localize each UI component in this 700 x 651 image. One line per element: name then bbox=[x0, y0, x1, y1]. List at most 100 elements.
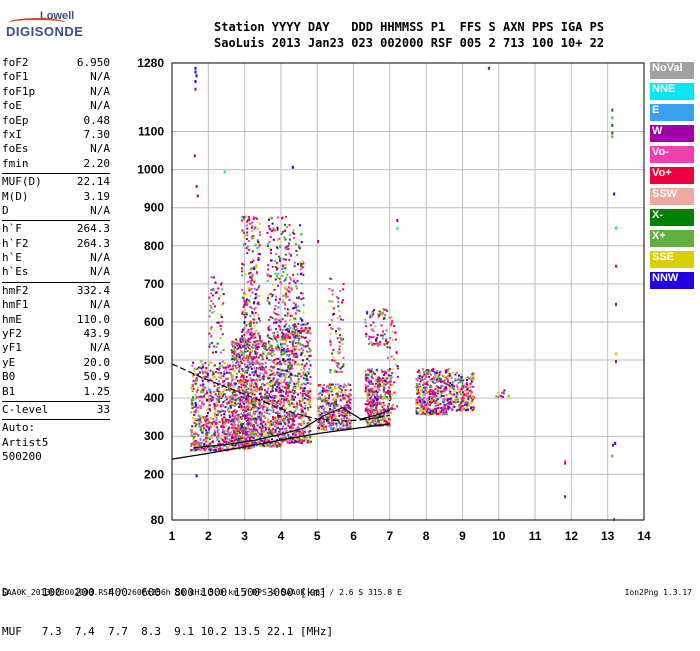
echo-point bbox=[241, 368, 244, 371]
echo-point bbox=[273, 335, 276, 338]
echo-point bbox=[200, 449, 203, 452]
echo-point bbox=[249, 421, 252, 424]
echo-point bbox=[329, 369, 332, 372]
echo-point bbox=[219, 337, 222, 340]
echo-point bbox=[295, 243, 297, 246]
echo-point bbox=[224, 399, 226, 402]
echo-point bbox=[282, 301, 285, 304]
echo-point bbox=[240, 387, 243, 390]
echo-point bbox=[239, 436, 242, 439]
echo-point bbox=[253, 314, 255, 317]
echo-point bbox=[243, 313, 246, 316]
header-line-1: Station YYYY DAY DDD HHMMSS P1 FFS S AXN… bbox=[214, 20, 605, 34]
echo-point bbox=[271, 396, 273, 399]
echo-point bbox=[292, 327, 295, 330]
echo-point bbox=[271, 265, 274, 268]
echo-point bbox=[207, 421, 210, 424]
echo-point bbox=[434, 400, 437, 403]
echo-point bbox=[198, 395, 201, 398]
echo-point bbox=[297, 384, 300, 387]
echo-point bbox=[342, 318, 344, 321]
param-value: 110.0 bbox=[76, 312, 110, 326]
echo-point bbox=[291, 423, 294, 426]
echo-point bbox=[371, 383, 374, 386]
echo-point bbox=[195, 373, 197, 375]
echo-point bbox=[381, 370, 384, 373]
echo-point bbox=[459, 407, 462, 410]
echo-point bbox=[210, 299, 213, 302]
echo-point bbox=[288, 324, 291, 327]
echo-point bbox=[348, 427, 351, 430]
echo-point bbox=[305, 350, 308, 353]
echo-point bbox=[416, 371, 419, 373]
echo-point bbox=[466, 401, 469, 404]
echo-point bbox=[417, 396, 420, 399]
echo-point bbox=[294, 312, 297, 315]
echo-point bbox=[429, 411, 431, 414]
echo-point bbox=[280, 375, 283, 377]
echo-point bbox=[292, 324, 295, 327]
echo-point bbox=[422, 411, 425, 414]
echo-point bbox=[366, 393, 369, 396]
echo-point bbox=[270, 352, 273, 355]
ionospheric-parameters: foF2 6.950 foF1 N/A foF1p N/A foE N/A foEp 0.48 fx… bbox=[2, 56, 110, 465]
echo-point bbox=[223, 419, 226, 422]
echo-point bbox=[332, 409, 334, 412]
echo-point bbox=[231, 392, 234, 394]
echo-point bbox=[424, 378, 426, 381]
echo-point bbox=[231, 436, 234, 439]
echo-point bbox=[327, 411, 330, 414]
echo-point bbox=[309, 430, 312, 433]
echo-point bbox=[370, 380, 373, 383]
echo-point bbox=[248, 344, 251, 347]
echo-point bbox=[373, 412, 375, 415]
echo-point bbox=[447, 376, 450, 378]
echo-point bbox=[297, 339, 300, 342]
echo-point bbox=[417, 413, 420, 415]
echo-point bbox=[286, 411, 288, 414]
echo-point bbox=[197, 448, 200, 451]
echo-point bbox=[221, 303, 224, 306]
echo-point bbox=[283, 422, 286, 425]
echo-point bbox=[273, 383, 276, 386]
echo-point bbox=[250, 447, 253, 450]
echo-point bbox=[236, 440, 239, 443]
echo-point bbox=[254, 312, 257, 314]
echo-point bbox=[341, 343, 344, 345]
echo-point bbox=[247, 387, 250, 390]
echo-point bbox=[335, 405, 337, 408]
echo-point bbox=[298, 372, 301, 375]
echo-point bbox=[278, 326, 281, 329]
echo-point bbox=[379, 402, 382, 404]
echo-point bbox=[257, 245, 260, 248]
param-row: hmF2 332.4 bbox=[2, 284, 110, 298]
echo-point bbox=[212, 406, 215, 409]
echo-point bbox=[334, 396, 337, 399]
echo-point bbox=[247, 396, 250, 399]
echo-point bbox=[303, 422, 306, 425]
echo-point bbox=[435, 372, 438, 375]
echo-point bbox=[276, 405, 279, 407]
param-label: B1 bbox=[2, 384, 16, 398]
echo-point bbox=[277, 444, 280, 447]
echo-point bbox=[287, 382, 289, 385]
echo-point bbox=[375, 382, 378, 385]
echo-point bbox=[283, 398, 286, 401]
echo-point bbox=[348, 412, 351, 414]
echo-point bbox=[265, 355, 268, 358]
echo-point bbox=[240, 358, 243, 361]
echo-point bbox=[381, 398, 384, 401]
echo-point bbox=[457, 408, 460, 411]
echo-point bbox=[342, 283, 345, 286]
echo-point bbox=[345, 394, 347, 397]
echo-point bbox=[346, 395, 349, 397]
echo-point bbox=[239, 379, 242, 382]
echo-point bbox=[288, 417, 291, 420]
echo-point bbox=[430, 389, 433, 392]
sparse-echo-point bbox=[194, 66, 197, 70]
echo-point bbox=[246, 252, 249, 255]
echo-point bbox=[343, 405, 346, 407]
echo-point bbox=[500, 395, 503, 398]
echo-point bbox=[291, 367, 294, 370]
echo-point bbox=[325, 397, 328, 399]
